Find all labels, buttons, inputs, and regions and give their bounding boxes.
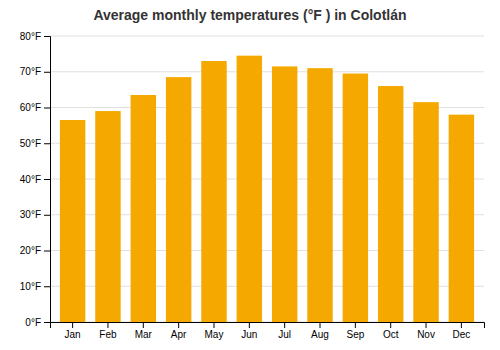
y-tick-label: 10°F bbox=[20, 281, 41, 292]
x-tick: Mar bbox=[135, 322, 153, 340]
x-tick: Dec bbox=[452, 322, 470, 340]
x-tick-label: Aug bbox=[311, 329, 329, 340]
y-tick-mark bbox=[44, 36, 50, 37]
x-tick-label: Jan bbox=[65, 329, 81, 340]
y-tick-label: 30°F bbox=[20, 209, 41, 220]
y-tick-mark bbox=[44, 286, 50, 287]
bar bbox=[237, 56, 262, 322]
x-tick-label: May bbox=[205, 329, 224, 340]
bar bbox=[449, 115, 474, 322]
chart: Jan Feb Mar Apr May Jun Jul Aug Sep Oct Nov Dec 0°F 1… bbox=[0, 0, 500, 350]
y-tick-mark bbox=[44, 179, 50, 180]
y-tick-label: 0°F bbox=[25, 317, 41, 328]
y-tick-label: 50°F bbox=[20, 138, 41, 149]
x-tick-label: Apr bbox=[171, 329, 187, 340]
y-tick-mark bbox=[44, 215, 50, 216]
x-tick: Jun bbox=[241, 322, 257, 340]
x-tick-mark bbox=[390, 322, 391, 328]
y-tick-mark bbox=[44, 108, 50, 109]
x-tick-mark bbox=[178, 322, 179, 328]
bar bbox=[60, 120, 85, 322]
y-tick-label: 70°F bbox=[20, 66, 41, 77]
x-tick-mark bbox=[107, 322, 108, 328]
y-tick-label: 80°F bbox=[20, 31, 41, 42]
grid bbox=[50, 36, 484, 322]
y-axis-line bbox=[44, 37, 51, 323]
bar bbox=[413, 102, 438, 322]
y-tick-label: 20°F bbox=[20, 245, 41, 256]
x-tick-label: Oct bbox=[383, 329, 399, 340]
x-tick: Aug bbox=[311, 322, 329, 340]
y-tick: 30°F bbox=[20, 209, 50, 220]
x-tick-mark bbox=[320, 322, 321, 328]
bar bbox=[272, 66, 297, 322]
y-tick: 50°F bbox=[20, 138, 50, 149]
x-tick: Feb bbox=[99, 322, 117, 340]
y-tick: 80°F bbox=[20, 31, 50, 42]
x-tick: Apr bbox=[171, 322, 187, 340]
bars bbox=[60, 56, 474, 322]
y-tick: 20°F bbox=[20, 245, 50, 256]
y-tick-label: 60°F bbox=[20, 102, 41, 113]
bar bbox=[95, 111, 120, 322]
y-tick: 40°F bbox=[20, 174, 50, 185]
x-tick: May bbox=[205, 322, 224, 340]
grid-line bbox=[50, 36, 484, 37]
bar bbox=[307, 68, 332, 322]
x-tick-mark bbox=[426, 322, 427, 328]
y-axis: 0°F 10°F 20°F 30°F 40°F 50°F 60°F 70°F 80°F bbox=[20, 31, 51, 328]
bar bbox=[131, 95, 156, 322]
y-tick-mark bbox=[44, 322, 50, 323]
x-tick-label: Nov bbox=[417, 329, 435, 340]
x-axis-line bbox=[51, 323, 485, 329]
y-tick-mark bbox=[44, 143, 50, 144]
x-tick-mark bbox=[72, 322, 73, 328]
y-tick-mark bbox=[44, 251, 50, 252]
bar bbox=[378, 86, 403, 322]
x-tick: Nov bbox=[417, 322, 435, 340]
x-tick-label: Feb bbox=[99, 329, 117, 340]
x-tick-mark bbox=[355, 322, 356, 328]
x-tick-label: Sep bbox=[346, 329, 364, 340]
x-tick-mark bbox=[461, 322, 462, 328]
y-tick: 60°F bbox=[20, 102, 50, 113]
y-tick: 0°F bbox=[25, 317, 50, 328]
title: Average monthly temperatures (°F ) in Co… bbox=[93, 7, 406, 23]
bar bbox=[343, 74, 368, 322]
x-tick-label: Jun bbox=[241, 329, 257, 340]
y-tick: 10°F bbox=[20, 281, 50, 292]
x-tick: Sep bbox=[346, 322, 364, 340]
bar bbox=[201, 61, 226, 322]
x-tick-label: Dec bbox=[452, 329, 470, 340]
y-tick: 70°F bbox=[20, 66, 50, 77]
x-tick: Jul bbox=[278, 322, 291, 340]
bar bbox=[166, 77, 191, 322]
y-tick-label: 40°F bbox=[20, 174, 41, 185]
x-tick-mark bbox=[213, 322, 214, 328]
x-axis: Jan Feb Mar Apr May Jun Jul Aug Sep Oct Nov Dec bbox=[51, 322, 485, 340]
x-tick-label: Jul bbox=[278, 329, 291, 340]
x-tick-mark bbox=[249, 322, 250, 328]
x-tick-mark bbox=[284, 322, 285, 328]
plot: Jan Feb Mar Apr May Jun Jul Aug Sep Oct Nov Dec 0°F 1… bbox=[20, 31, 485, 340]
y-tick-mark bbox=[44, 72, 50, 73]
x-tick: Oct bbox=[383, 322, 399, 340]
x-tick-mark bbox=[143, 322, 144, 328]
grid-line bbox=[50, 71, 484, 72]
x-tick: Jan bbox=[65, 322, 81, 340]
x-tick-label: Mar bbox=[135, 329, 153, 340]
